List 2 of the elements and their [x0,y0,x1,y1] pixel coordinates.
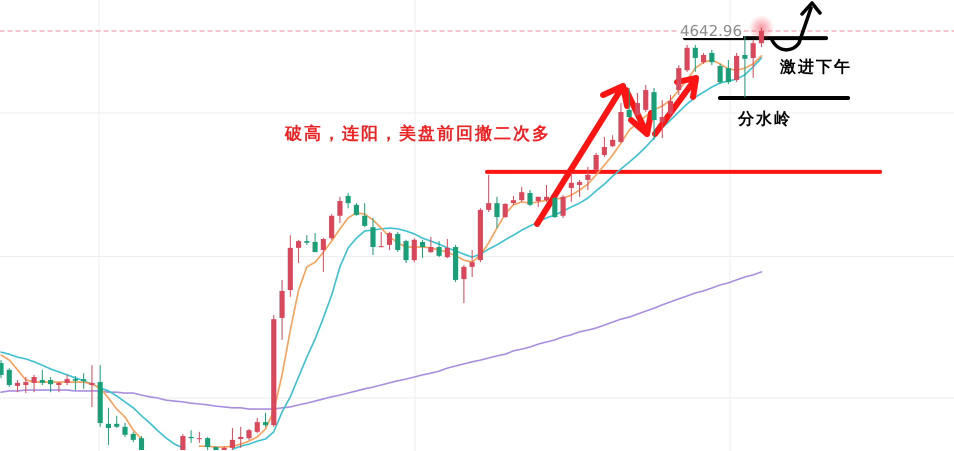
ref-line-label: 激进下午 [779,57,852,76]
ref-line-label: 分水岭 [737,109,792,128]
